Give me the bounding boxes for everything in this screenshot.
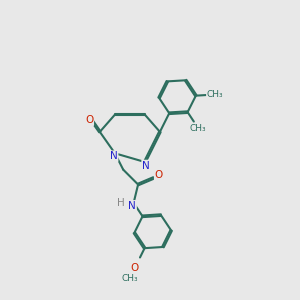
Text: N: N bbox=[110, 151, 118, 161]
Text: N: N bbox=[142, 160, 150, 171]
Text: N: N bbox=[128, 201, 136, 211]
Text: CH₃: CH₃ bbox=[190, 124, 207, 133]
Text: O: O bbox=[85, 115, 93, 125]
Text: CH₃: CH₃ bbox=[122, 274, 138, 283]
Text: O: O bbox=[155, 170, 163, 180]
Text: H: H bbox=[117, 198, 125, 208]
Text: CH₃: CH₃ bbox=[207, 90, 224, 99]
Text: O: O bbox=[131, 262, 139, 273]
